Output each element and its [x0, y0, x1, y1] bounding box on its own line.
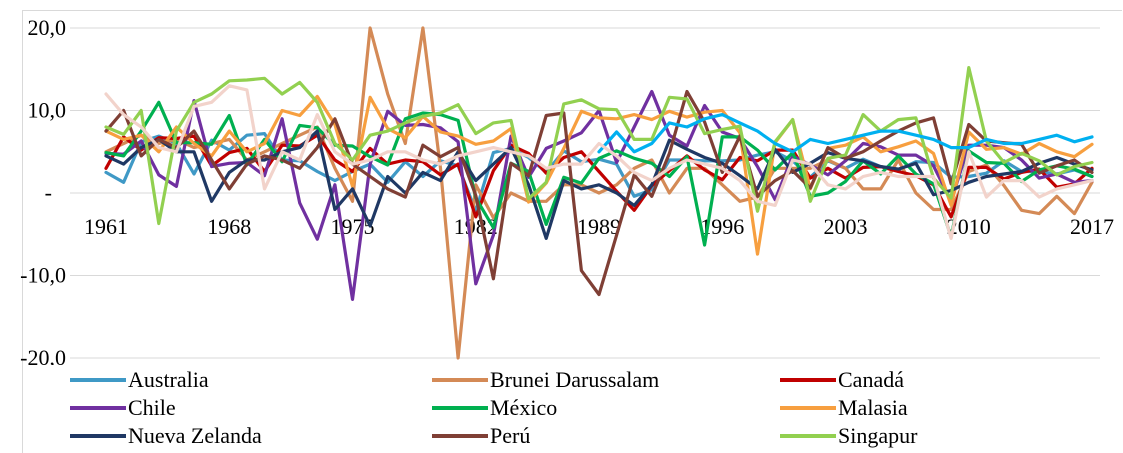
series-line-malasia [104, 94, 1094, 256]
series-line-singapur [104, 66, 1094, 226]
series-line-hong-kong [597, 113, 1094, 154]
legend-item: Perú [432, 422, 530, 450]
legend-label: Canadá [838, 367, 904, 392]
x-tick-label: 2003 [824, 214, 868, 239]
legend-item: México [432, 394, 557, 422]
legend-item: Canadá [780, 366, 904, 394]
series-lines [104, 26, 1094, 360]
legend-item: Chile [70, 394, 176, 422]
legend-item: Singapur [780, 422, 917, 450]
legend-swatch [780, 378, 836, 382]
y-tick-label: -10,0 [20, 263, 66, 288]
chart-frame-left [22, 10, 23, 453]
legend-swatch [70, 406, 126, 410]
legend-label: Singapur [838, 423, 918, 448]
y-tick-label: - [45, 180, 52, 205]
y-tick-label: 10,0 [28, 98, 67, 123]
legend-label: México [490, 395, 558, 420]
legend-label: Nueva Zelanda [128, 423, 262, 448]
legend-swatch [780, 406, 836, 410]
legend-item: Brunei Darussalam [432, 366, 659, 394]
legend-swatch [70, 378, 126, 382]
legend-swatch [432, 434, 488, 438]
y-axis-ticks: 20,0 10,0 - -10,0 -20,0 [20, 15, 66, 365]
legend-label: Brunei Darussalam [490, 367, 660, 392]
series-line-tailandia [104, 84, 1094, 240]
legend-swatch [432, 378, 488, 382]
legend-label: Chile [128, 395, 176, 420]
x-tick-label: 1989 [577, 214, 621, 239]
x-tick-label: 1961 [84, 214, 128, 239]
legend: Australia Brunei Darussalam Canadá Chile Méx… [70, 366, 1110, 451]
y-tick-label: 20,0 [28, 15, 67, 40]
x-tick-label: 1968 [207, 214, 251, 239]
legend-label: Malasia [838, 395, 908, 420]
legend-item: Nueva Zelanda [70, 422, 262, 450]
legend-swatch [432, 406, 488, 410]
chart-frame-top [22, 10, 1122, 11]
legend-label: Australia [128, 367, 209, 392]
legend-item: Malasia [780, 394, 908, 422]
y-tick-label: -20,0 [20, 345, 66, 365]
line-chart: 20,010,0--10,0-20,0 1961 1968 1975 1982 1989… [20, 15, 1114, 365]
x-tick-label: 2017 [1070, 214, 1114, 239]
series-line-per- [104, 89, 1094, 297]
legend-item: Australia [70, 366, 209, 394]
legend-swatch [70, 434, 126, 438]
series-line-m-xico [104, 100, 1094, 247]
x-axis-ticks: 1961 1968 1975 1982 1989 1996 2003 2010 2017 [84, 214, 1114, 239]
legend-swatch [780, 434, 836, 438]
legend-label: Perú [490, 423, 531, 448]
